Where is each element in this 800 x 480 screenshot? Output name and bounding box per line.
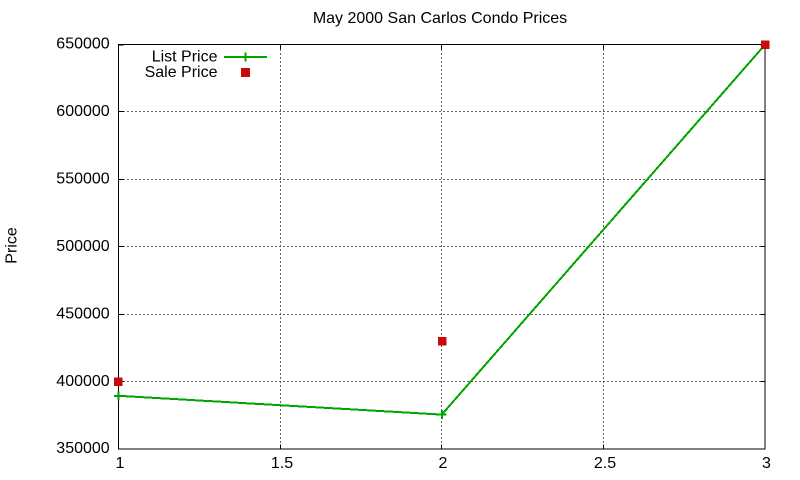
svg-text:3: 3 — [762, 455, 771, 472]
svg-text:1.5: 1.5 — [271, 455, 293, 472]
svg-text:400000: 400000 — [56, 373, 109, 390]
svg-text:650000: 650000 — [56, 36, 109, 53]
svg-text:List Price: List Price — [152, 49, 218, 66]
svg-text:550000: 550000 — [56, 171, 109, 188]
svg-text:May 2000 San Carlos Condo Pric: May 2000 San Carlos Condo Prices — [313, 10, 567, 27]
svg-text:600000: 600000 — [56, 103, 109, 120]
svg-text:350000: 350000 — [56, 440, 109, 457]
svg-text:1: 1 — [116, 455, 125, 472]
svg-text:Sale Price: Sale Price — [145, 64, 218, 81]
svg-text:Price: Price — [4, 227, 21, 264]
svg-text:2.5: 2.5 — [594, 455, 616, 472]
svg-text:500000: 500000 — [56, 238, 109, 255]
svg-text:450000: 450000 — [56, 305, 109, 322]
svg-text:2: 2 — [439, 455, 448, 472]
